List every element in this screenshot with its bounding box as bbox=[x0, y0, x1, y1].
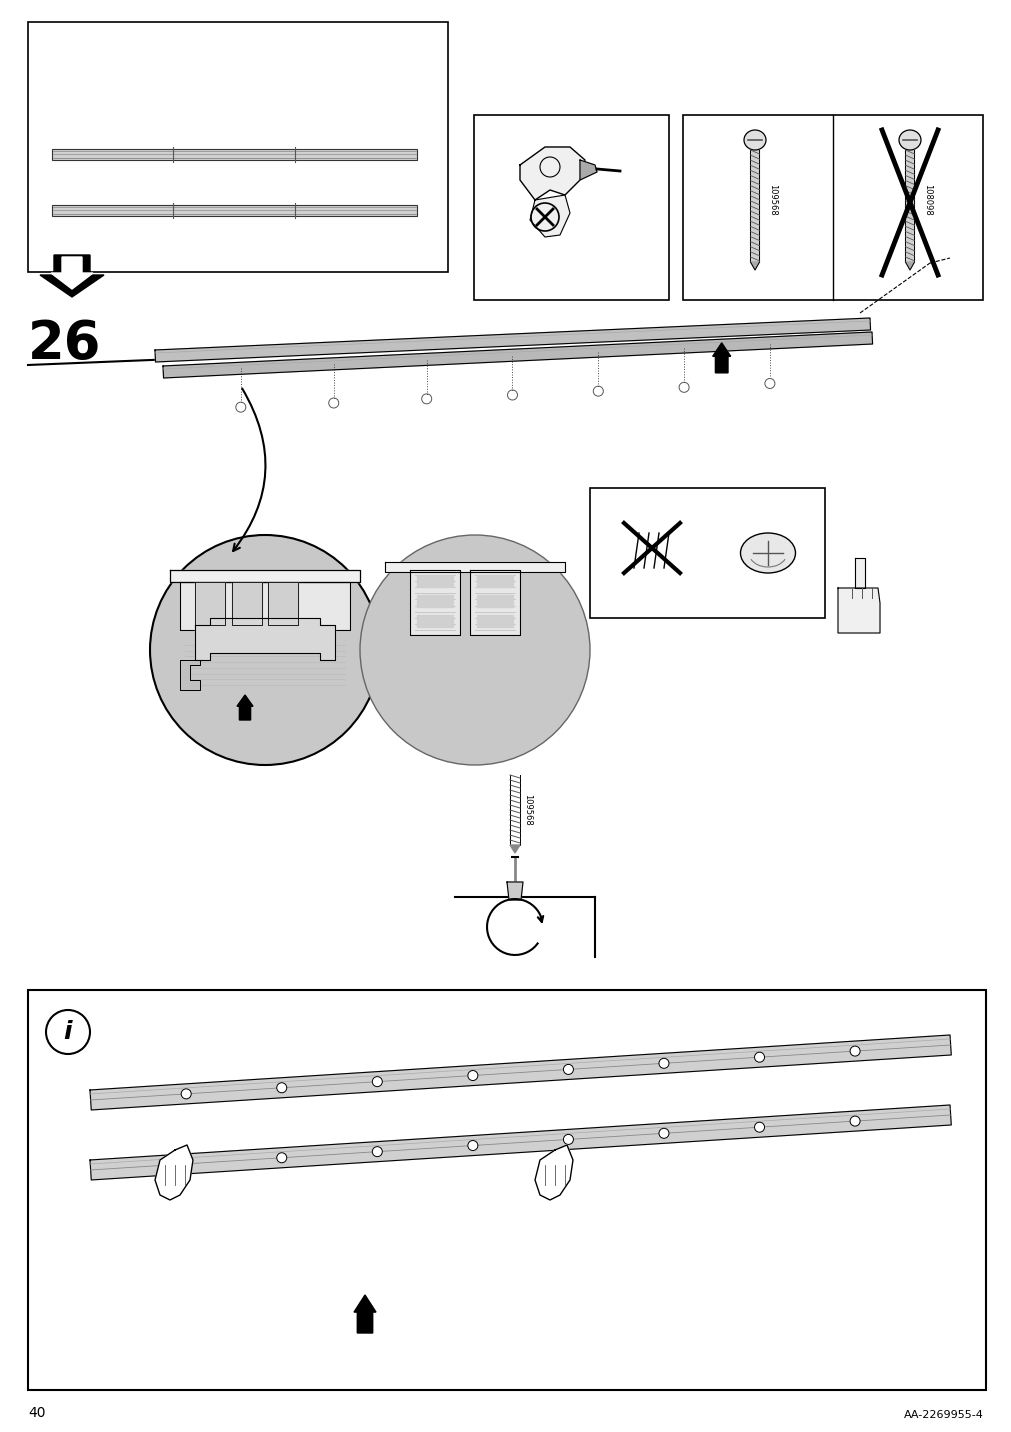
Polygon shape bbox=[170, 570, 360, 581]
Polygon shape bbox=[712, 342, 730, 372]
Ellipse shape bbox=[740, 533, 795, 573]
Bar bbox=[28, 21, 448, 272]
Polygon shape bbox=[163, 332, 871, 378]
Circle shape bbox=[467, 1071, 477, 1081]
Polygon shape bbox=[476, 614, 513, 627]
Circle shape bbox=[360, 536, 589, 765]
Bar bbox=[682, 115, 982, 299]
Polygon shape bbox=[180, 581, 350, 630]
Polygon shape bbox=[469, 570, 520, 634]
Circle shape bbox=[372, 1147, 382, 1157]
Circle shape bbox=[467, 1140, 477, 1150]
Polygon shape bbox=[750, 262, 758, 271]
Polygon shape bbox=[237, 695, 253, 720]
Polygon shape bbox=[476, 596, 513, 607]
FancyArrowPatch shape bbox=[233, 388, 265, 551]
Text: 109568: 109568 bbox=[523, 795, 532, 826]
Text: 109568: 109568 bbox=[767, 185, 776, 216]
Polygon shape bbox=[417, 596, 453, 607]
Text: 40: 40 bbox=[28, 1406, 45, 1421]
Circle shape bbox=[658, 1128, 668, 1138]
Polygon shape bbox=[579, 160, 596, 180]
Circle shape bbox=[276, 1153, 286, 1163]
Circle shape bbox=[181, 1088, 191, 1098]
Circle shape bbox=[658, 1058, 668, 1068]
Circle shape bbox=[849, 1047, 859, 1055]
Circle shape bbox=[563, 1064, 573, 1074]
Circle shape bbox=[150, 536, 379, 765]
Polygon shape bbox=[854, 558, 864, 589]
Polygon shape bbox=[195, 619, 335, 660]
Polygon shape bbox=[507, 882, 523, 899]
Polygon shape bbox=[409, 570, 460, 634]
Polygon shape bbox=[51, 256, 93, 289]
Ellipse shape bbox=[743, 130, 765, 150]
Ellipse shape bbox=[898, 130, 920, 150]
Circle shape bbox=[754, 1123, 763, 1133]
Polygon shape bbox=[520, 147, 584, 200]
Circle shape bbox=[181, 1158, 191, 1169]
Polygon shape bbox=[40, 255, 104, 296]
Polygon shape bbox=[535, 1146, 572, 1200]
Polygon shape bbox=[417, 576, 453, 587]
Polygon shape bbox=[268, 581, 297, 624]
Polygon shape bbox=[905, 262, 914, 271]
Polygon shape bbox=[530, 195, 569, 238]
Polygon shape bbox=[417, 614, 453, 627]
Polygon shape bbox=[750, 150, 758, 262]
Polygon shape bbox=[354, 1295, 376, 1333]
Polygon shape bbox=[476, 576, 513, 587]
Text: 26: 26 bbox=[28, 318, 101, 369]
Text: i: i bbox=[64, 1020, 72, 1044]
Polygon shape bbox=[155, 1146, 193, 1200]
Circle shape bbox=[563, 1134, 573, 1144]
Bar bbox=[52, 149, 417, 160]
Circle shape bbox=[276, 1083, 286, 1093]
Polygon shape bbox=[180, 660, 200, 690]
Circle shape bbox=[754, 1053, 763, 1063]
Text: 108098: 108098 bbox=[922, 185, 931, 216]
Polygon shape bbox=[905, 150, 914, 262]
Polygon shape bbox=[232, 581, 262, 624]
Polygon shape bbox=[510, 845, 520, 853]
Bar bbox=[473, 115, 668, 299]
Polygon shape bbox=[384, 561, 564, 571]
Text: AA-2269955-4: AA-2269955-4 bbox=[903, 1411, 983, 1421]
Polygon shape bbox=[155, 318, 869, 362]
Bar bbox=[28, 990, 985, 1390]
Circle shape bbox=[849, 1116, 859, 1126]
Polygon shape bbox=[90, 1106, 950, 1180]
Polygon shape bbox=[195, 581, 224, 624]
Polygon shape bbox=[837, 589, 880, 633]
Bar bbox=[52, 205, 417, 216]
Bar bbox=[589, 488, 824, 619]
Polygon shape bbox=[90, 1035, 950, 1110]
Circle shape bbox=[372, 1077, 382, 1087]
